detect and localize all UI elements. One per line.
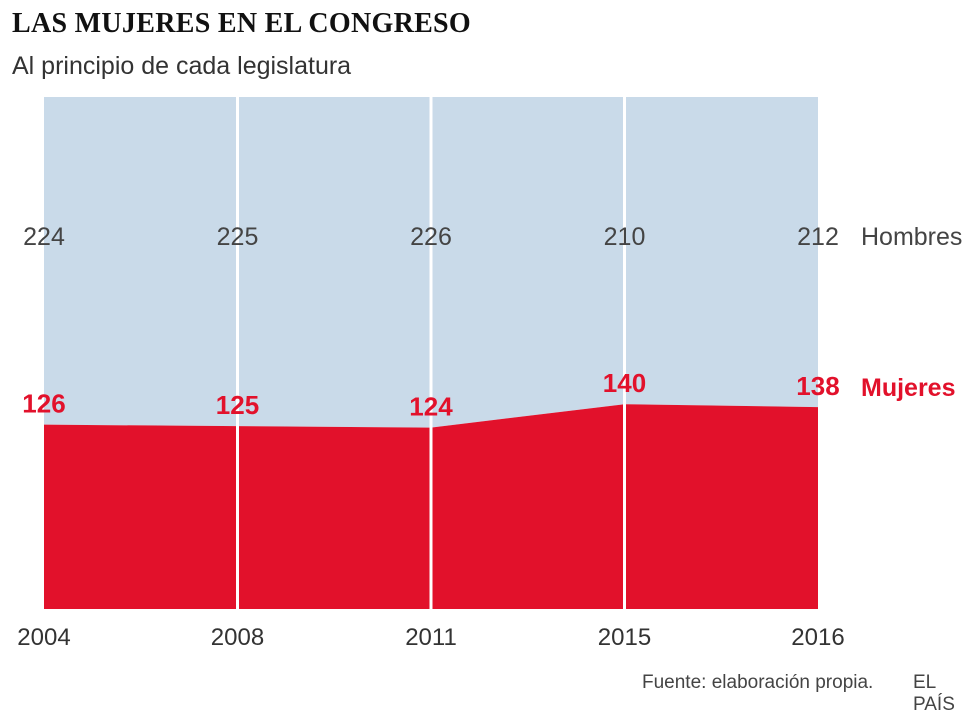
data-label-mujeres: 138 (796, 371, 839, 401)
series-label-mujeres: Mujeres (861, 374, 955, 402)
source-note: Fuente: elaboración propia. (642, 672, 874, 693)
area-chart: 224 126 2004 225 125 2008 226 124 2011 210 140 2015… (17, 97, 962, 651)
data-label-hombres: 224 (23, 223, 65, 251)
x-tick-label: 2015 (598, 624, 651, 651)
data-label-hombres: 225 (217, 223, 259, 251)
data-label-mujeres: 140 (603, 368, 646, 398)
x-tick-label: 2011 (405, 624, 457, 651)
x-tick-label: 2004 (17, 624, 70, 651)
data-label-hombres: 212 (797, 223, 839, 251)
chart-title: LAS MUJERES EN EL CONGRESO (12, 8, 472, 39)
data-label-mujeres: 125 (216, 390, 259, 420)
data-label-mujeres: 126 (22, 389, 65, 419)
series-label-hombres: Hombres (861, 223, 962, 251)
data-label-hombres: 210 (604, 223, 646, 251)
chart-subtitle: Al principio de cada legislatura (12, 52, 352, 80)
brand-logo-text: EL PAÍS (913, 672, 955, 715)
x-tick-label: 2016 (791, 624, 844, 651)
x-tick-label: 2008 (211, 624, 264, 651)
data-label-mujeres: 124 (409, 392, 453, 422)
data-label-hombres: 226 (410, 223, 452, 251)
